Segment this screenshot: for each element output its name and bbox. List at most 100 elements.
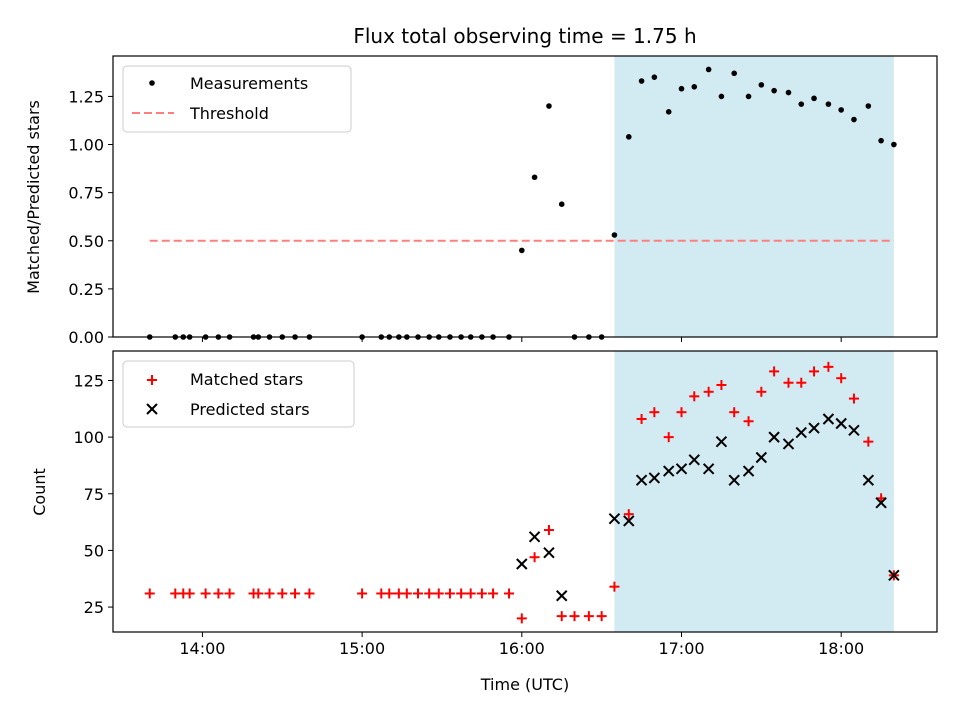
- chart-title: Flux total observing time = 1.75 h: [353, 24, 696, 48]
- measurement-point: [891, 141, 897, 148]
- predicted-star-point: [688, 454, 700, 466]
- y-tick-label: 0.50: [68, 232, 104, 251]
- measurement-point: [546, 103, 552, 109]
- measurement-point: [825, 101, 832, 107]
- measurement-point: [651, 74, 658, 80]
- matched-star-point: [689, 391, 700, 402]
- y-tick-label: 100: [73, 428, 104, 447]
- matched-star-point: [663, 432, 674, 443]
- top-y-axis-label: Matched/Predicted stars: [24, 100, 43, 294]
- predicted-star-point: [768, 431, 780, 443]
- measurement-point: [691, 83, 698, 90]
- measurement-point: [731, 70, 737, 77]
- legend-predicted-label: Predicted stars: [190, 400, 310, 419]
- matched-star-point: [476, 588, 487, 599]
- predicted-star-point: [516, 558, 528, 570]
- matched-star-point: [264, 588, 275, 599]
- predicted-star-point: [888, 569, 900, 582]
- measurement-point: [558, 201, 565, 207]
- measurement-point: [785, 89, 792, 96]
- top-panel: 0.00 0.25 0.50 0.75 1.00 1.25 Matched/Predict…: [24, 55, 938, 347]
- matched-star-point: [769, 366, 780, 377]
- predicted-star-point: [742, 465, 755, 477]
- matched-star-point: [304, 588, 315, 599]
- matched-star-point: [823, 361, 834, 372]
- matched-star-point: [277, 588, 288, 599]
- y-tick-label: 0.75: [68, 184, 104, 203]
- matched-star-point: [716, 379, 727, 390]
- predicted-star-point: [835, 417, 847, 430]
- matched-star-point: [543, 525, 554, 536]
- measurement-point: [745, 93, 752, 100]
- matched-star-point: [424, 588, 435, 599]
- legend-threshold-label: Threshold: [189, 104, 269, 123]
- x-tick-label: 16:00: [499, 639, 545, 658]
- matched-star-point: [623, 509, 634, 520]
- measurement-point: [718, 93, 725, 100]
- matched-star-point: [676, 407, 687, 418]
- matched-star-point: [213, 588, 224, 599]
- measurement-point: [758, 82, 765, 88]
- measurement-point: [625, 134, 632, 140]
- legend-measurements-label: Measurements: [190, 74, 308, 93]
- y-tick-label: 1.25: [68, 87, 104, 106]
- predicted-star-point: [822, 413, 835, 425]
- measurement-point: [531, 174, 538, 181]
- matched-star-point: [809, 366, 820, 377]
- y-tick-label: 25: [84, 598, 104, 617]
- measurement-point: [665, 109, 672, 115]
- matched-star-point: [703, 386, 714, 397]
- predicted-star-point: [623, 515, 635, 527]
- predicted-star-point: [702, 463, 715, 475]
- measurement-point: [771, 87, 777, 94]
- bottom-panel: 25 50 75 100 125 14:00 15:00 16:00 17:00 18:00 C…: [30, 350, 938, 694]
- x-tick-label: 17:00: [658, 639, 704, 658]
- matched-star-point: [504, 588, 515, 599]
- predicted-star-point: [635, 474, 648, 486]
- matched-star-point: [253, 588, 264, 599]
- matched-star-point: [456, 588, 467, 599]
- measurement-point: [611, 232, 618, 238]
- matched-star-point: [516, 613, 527, 624]
- matched-star-point: [743, 416, 754, 427]
- bottom-y-axis-label: Count: [30, 468, 49, 516]
- matched-star-point: [401, 588, 412, 599]
- predicted-star-point: [782, 438, 795, 450]
- legend-matched-marker: [147, 375, 157, 385]
- y-tick-label: 1.00: [68, 136, 104, 155]
- legend-matched-label: Matched stars: [190, 370, 303, 389]
- matched-star-point: [649, 407, 660, 418]
- measurement-point: [678, 85, 685, 92]
- measurement-point: [811, 95, 817, 102]
- matched-star-point: [433, 588, 444, 599]
- top-legend: Measurements Threshold: [122, 65, 352, 133]
- y-tick-label: 50: [84, 541, 104, 560]
- measurement-point: [838, 107, 844, 113]
- matched-star-point: [609, 581, 620, 592]
- top-panel-frame: [112, 55, 938, 338]
- predicted-star-point: [675, 463, 688, 475]
- legend-measurements-marker: [149, 80, 155, 86]
- measurement-point: [798, 101, 805, 107]
- predicted-star-point: [795, 426, 807, 439]
- y-tick-label: 0.25: [68, 280, 104, 299]
- matched-star-point: [636, 413, 647, 424]
- matched-star-point: [583, 611, 594, 622]
- matched-star-point: [556, 611, 567, 622]
- matched-star-point: [848, 393, 859, 404]
- top-legend-box: [122, 65, 352, 133]
- predicted-star-point: [808, 422, 820, 434]
- predicted-star-point: [543, 546, 555, 559]
- y-tick-label: 125: [73, 371, 104, 390]
- y-tick-label: 75: [84, 485, 104, 504]
- x-axis-label: Time (UTC): [480, 675, 569, 694]
- predicted-star-point: [755, 451, 768, 464]
- matched-star-point: [729, 407, 740, 418]
- matched-star-point: [529, 552, 540, 563]
- legend-predicted-marker: [146, 403, 158, 415]
- bottom-legend-box: [122, 360, 355, 428]
- matched-star-point: [444, 588, 455, 599]
- matched-star-point: [863, 436, 874, 447]
- bottom-legend: Matched stars Predicted stars: [122, 360, 355, 428]
